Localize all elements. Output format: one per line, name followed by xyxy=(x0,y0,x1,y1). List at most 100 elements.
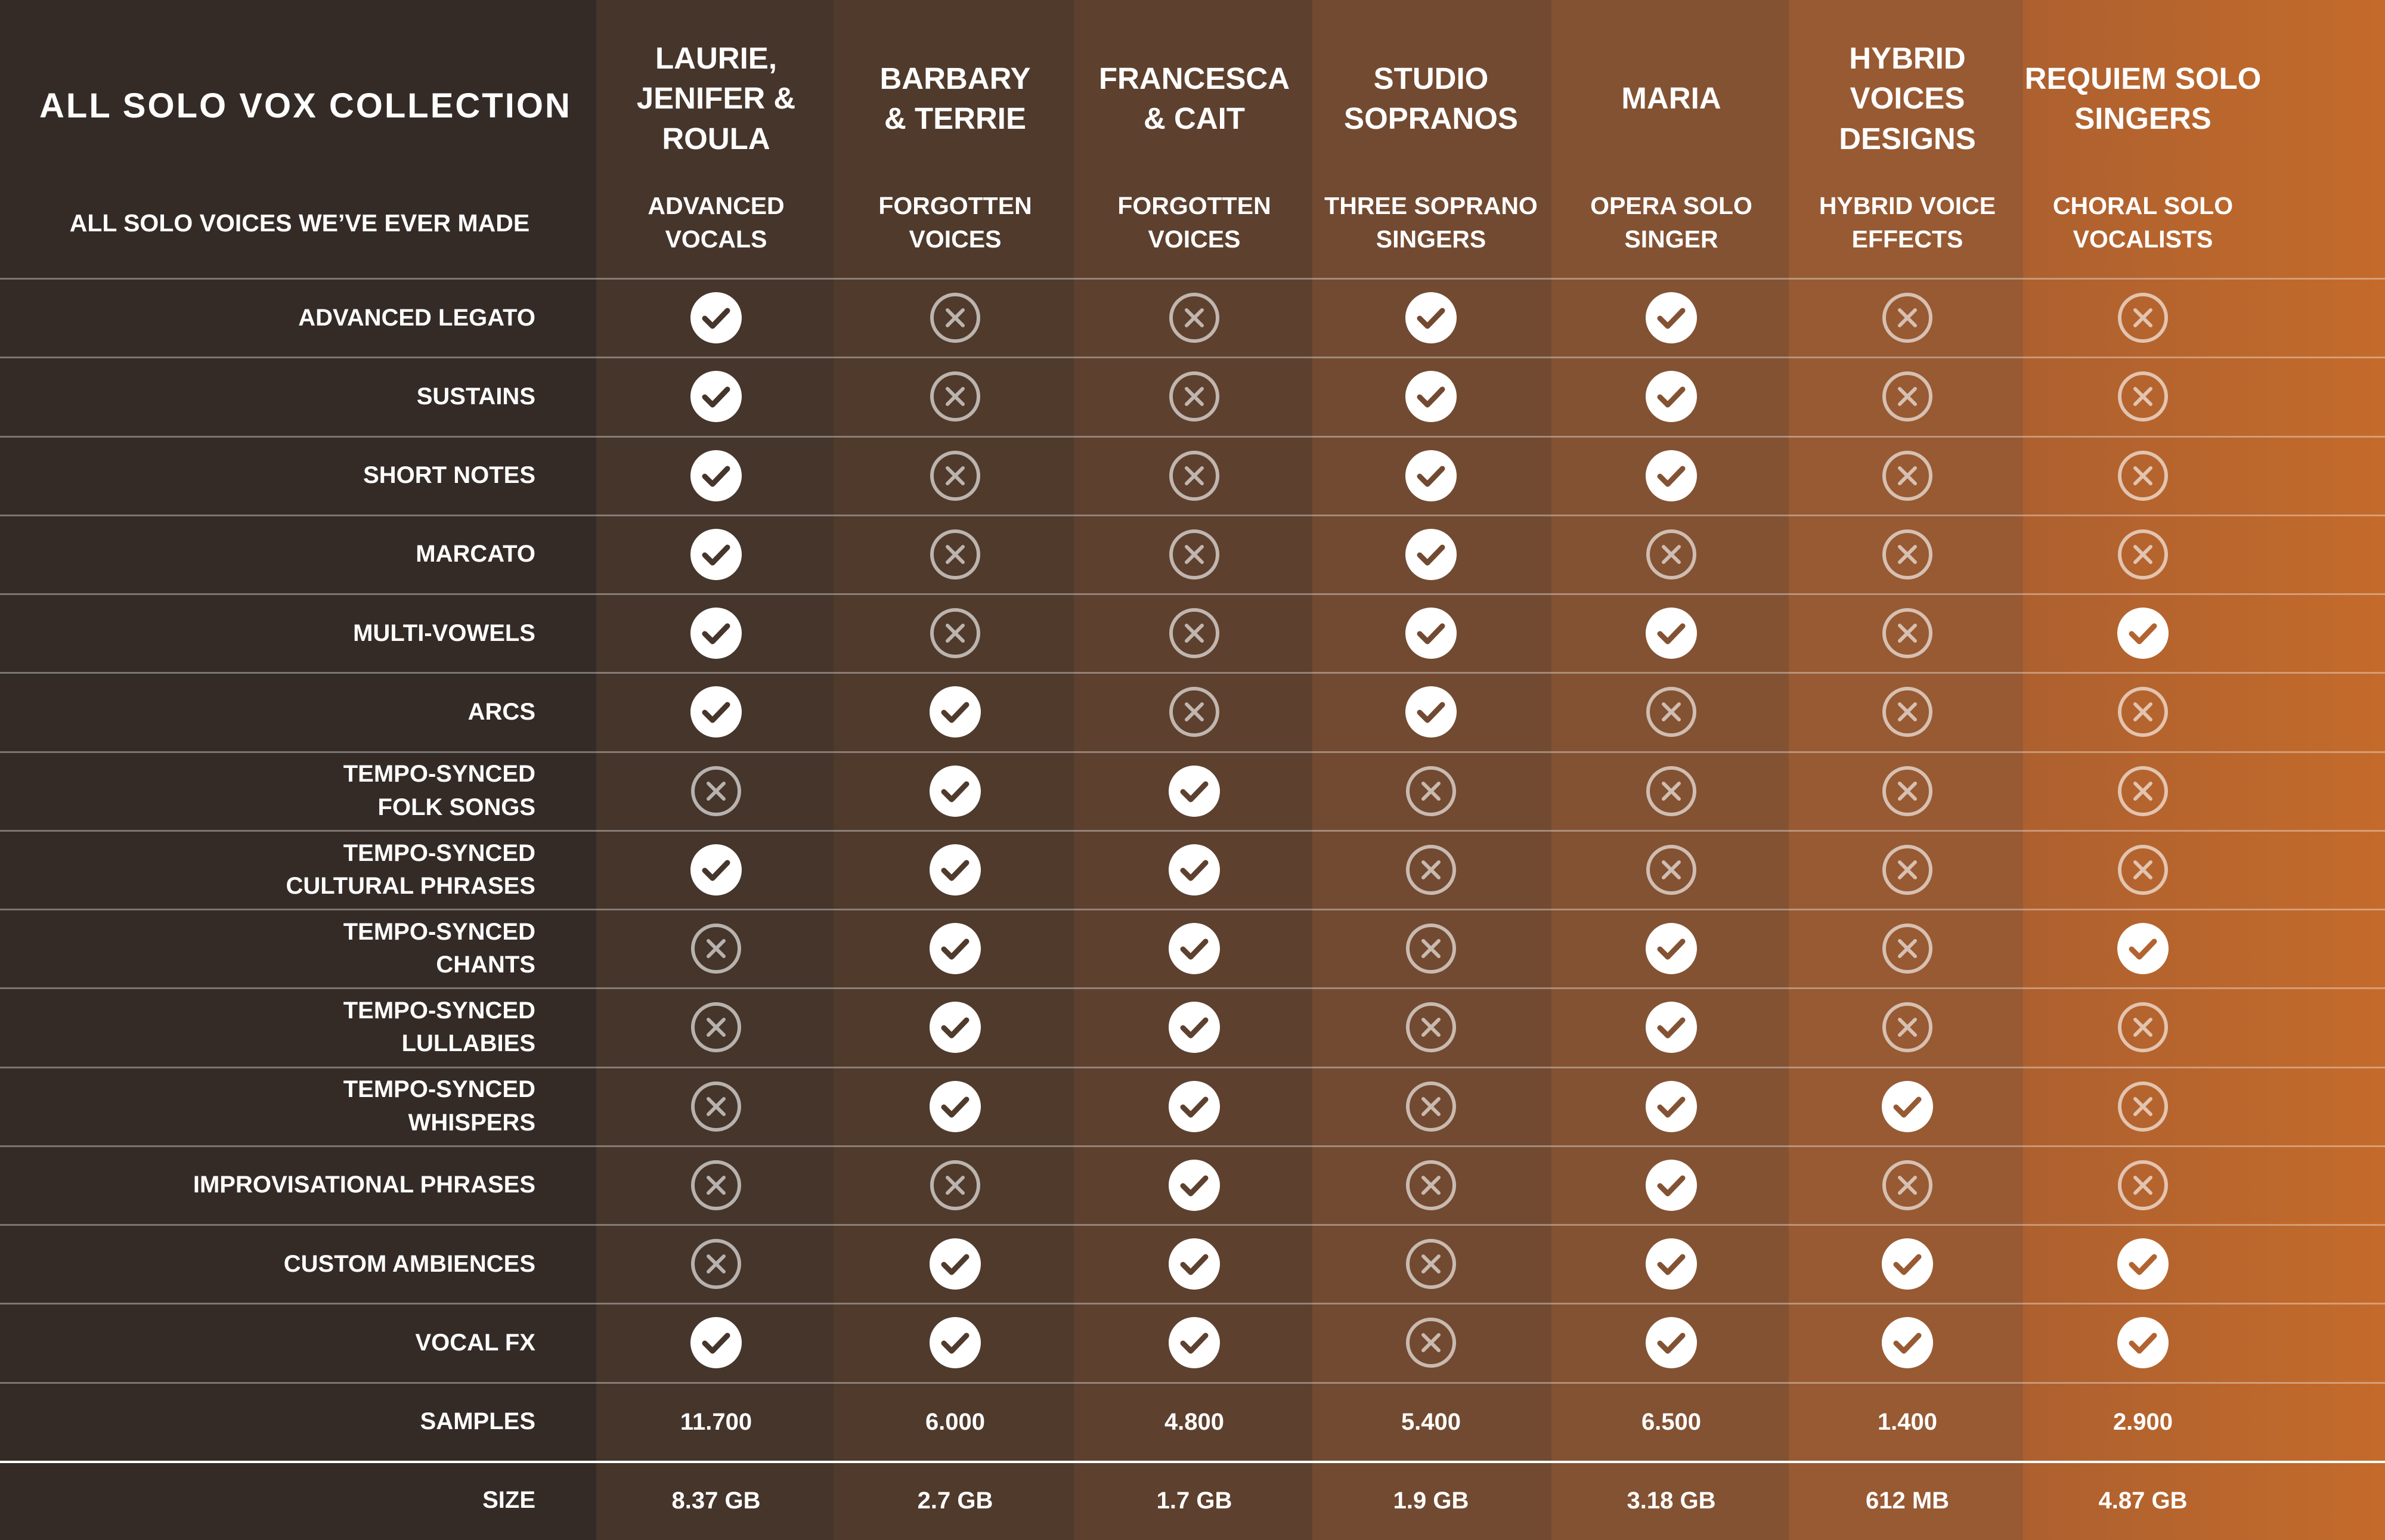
icon xyxy=(1169,844,1220,896)
column-name: HYBRID VOICES DESIGNS xyxy=(1839,41,1976,156)
cross-icon xyxy=(689,764,744,819)
icon xyxy=(1405,292,1457,344)
icon xyxy=(1646,766,1696,816)
check-icon xyxy=(1404,448,1458,503)
check-icon xyxy=(1167,1315,1222,1370)
icon xyxy=(1406,766,1456,816)
cross-icon xyxy=(1880,290,1935,345)
icon xyxy=(1646,1080,1697,1132)
icon xyxy=(1406,844,1456,895)
icon xyxy=(1169,923,1220,975)
cross-icon xyxy=(2115,684,2170,739)
row-divider xyxy=(0,1381,2385,1384)
check-icon xyxy=(2115,606,2170,661)
icon xyxy=(930,608,980,659)
check-icon xyxy=(928,1315,983,1370)
cross-icon xyxy=(689,1000,744,1055)
icon xyxy=(690,292,742,344)
check-icon xyxy=(1404,290,1458,345)
icon xyxy=(691,1160,741,1210)
cross-icon xyxy=(1404,1158,1458,1213)
icon xyxy=(1646,529,1696,580)
column-subtitle: HYBRID VOICE EFFECTS xyxy=(1819,192,1996,253)
icon xyxy=(1646,1317,1697,1369)
icon xyxy=(1882,293,1932,343)
cross-icon xyxy=(1880,842,1935,897)
cross-icon xyxy=(2115,290,2170,345)
icon xyxy=(1406,1160,1456,1210)
cross-icon xyxy=(928,290,983,345)
check-icon xyxy=(1404,684,1458,739)
check-icon xyxy=(689,842,744,897)
row-label: CUSTOM AMBIENCES xyxy=(283,1250,535,1277)
cross-icon xyxy=(1644,842,1699,897)
cross-icon xyxy=(928,1158,983,1213)
cross-icon xyxy=(1880,1158,1935,1213)
icon xyxy=(1646,844,1696,895)
row-label: SHORT NOTES xyxy=(363,462,535,489)
cross-icon xyxy=(1880,527,1935,582)
icon xyxy=(1405,608,1457,659)
icon xyxy=(690,528,742,580)
icon xyxy=(930,529,980,580)
row-divider xyxy=(0,987,2385,990)
check-icon xyxy=(1880,1237,1935,1291)
icon xyxy=(1882,766,1932,816)
check-icon xyxy=(1644,1315,1699,1370)
check-icon xyxy=(1167,1237,1222,1291)
icon xyxy=(930,686,981,738)
check-icon xyxy=(1167,921,1222,976)
check-icon xyxy=(1644,369,1699,424)
cross-icon xyxy=(928,527,983,582)
row-label: ADVANCED LEGATO xyxy=(298,304,535,331)
icon xyxy=(1169,529,1219,580)
check-icon xyxy=(689,369,744,424)
cross-icon xyxy=(689,921,744,976)
icon xyxy=(930,1317,981,1369)
icon xyxy=(1169,1317,1220,1369)
row-label: TEMPO-SYNCED CULTURAL PHRASES xyxy=(286,839,535,899)
icon xyxy=(1405,686,1457,738)
row-divider xyxy=(0,593,2385,595)
column-background xyxy=(1312,0,1551,1540)
column-subtitle: FORGOTTEN VOICES xyxy=(878,192,1032,253)
table-subtitle: ALL SOLO VOICES WE’VE EVER MADE xyxy=(69,209,530,237)
row-divider xyxy=(0,1066,2385,1068)
cell-value: 3.18 GB xyxy=(1627,1487,1716,1514)
icon xyxy=(1169,1238,1220,1290)
column-background xyxy=(2023,0,2385,1540)
row-label: TEMPO-SYNCED CHANTS xyxy=(343,918,535,978)
check-icon xyxy=(1644,1158,1699,1213)
icon xyxy=(1169,1002,1220,1053)
cross-icon xyxy=(1404,1079,1458,1134)
check-icon xyxy=(689,290,744,345)
table-title: ALL SOLO VOX COLLECTION xyxy=(39,86,572,125)
cross-icon xyxy=(1880,684,1935,739)
icon xyxy=(930,1238,981,1290)
column-subtitle: OPERA SOLO SINGER xyxy=(1590,192,1752,253)
check-icon xyxy=(928,684,983,739)
check-icon xyxy=(2115,1237,2170,1291)
icon xyxy=(1646,371,1697,423)
check-icon xyxy=(1880,1315,1935,1370)
icon xyxy=(2118,529,2168,580)
check-icon xyxy=(1404,369,1458,424)
cross-icon xyxy=(1880,606,1935,661)
column-name: BARBARY & TERRIE xyxy=(879,61,1031,135)
cross-icon xyxy=(928,448,983,503)
icon xyxy=(2118,1160,2168,1210)
row-divider xyxy=(0,278,2385,280)
cross-icon xyxy=(928,369,983,424)
icon xyxy=(1169,1080,1220,1132)
icon xyxy=(1405,528,1457,580)
icon xyxy=(1169,687,1219,738)
check-icon xyxy=(1644,1237,1699,1291)
column-name: REQUIEM SOLO SINGERS xyxy=(2024,61,2262,135)
column-name: LAURIE, JENIFER & ROULA xyxy=(636,41,796,156)
icon xyxy=(1169,1159,1220,1211)
cell-value: 6.000 xyxy=(925,1408,986,1435)
icon xyxy=(930,450,980,501)
icon xyxy=(930,844,981,896)
cross-icon xyxy=(1167,527,1222,582)
